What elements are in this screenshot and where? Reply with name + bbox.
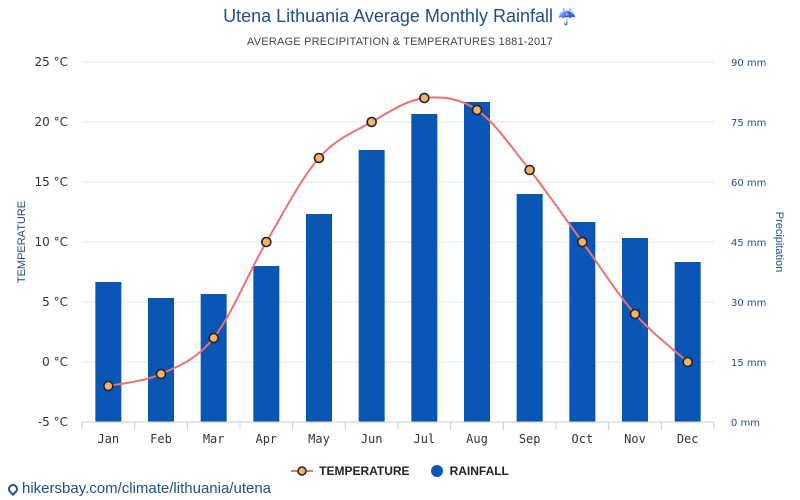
footer-link[interactable]: hikersbay.com/climate/lithuania/utena <box>5 480 272 497</box>
grid-lines <box>82 61 714 423</box>
temperature-point[interactable] <box>208 332 219 344</box>
x-tick-label: Dec <box>677 432 699 446</box>
rainfall-bar[interactable] <box>411 114 438 422</box>
y-axis-right-label: Precipitation <box>773 212 785 273</box>
y-tick-label-right: 15 mm <box>731 358 766 369</box>
y-axis-left: -5 °C 0 °C 5 °C 10 °C 15 °C 20 °C 25 °C <box>35 55 68 429</box>
temperature-point[interactable] <box>419 92 430 104</box>
legend-item-temperature[interactable]: TEMPERATURE <box>291 464 410 478</box>
rainfall-bar[interactable] <box>674 262 701 422</box>
rainfall-bars <box>95 102 701 422</box>
rainfall-legend-icon <box>430 465 443 477</box>
y-tick-label-right: 45 mm <box>731 238 766 249</box>
y-tick-label-right: 75 mm <box>731 118 766 129</box>
x-tick-label: May <box>308 432 330 446</box>
y-tick-label-left: 20 °C <box>35 115 68 129</box>
legend-rainfall-label: RAINFALL <box>449 464 509 478</box>
rainfall-bar[interactable] <box>253 266 280 422</box>
temperature-point[interactable] <box>155 368 167 380</box>
y-tick-label-right: 30 mm <box>731 298 766 309</box>
x-tick-label: Aug <box>466 432 488 446</box>
temperature-legend-icon <box>291 466 314 476</box>
y-tick-label-left: 25 °C <box>35 55 68 69</box>
x-tick-label: Feb <box>150 432 172 446</box>
x-tick-label: Sep <box>519 432 541 446</box>
y-axis-right: 0 mm 15 mm 30 mm 45 mm 60 mm 75 mm 90 mm <box>731 58 766 429</box>
x-tick-label: Nov <box>624 432 646 446</box>
rainfall-bar[interactable] <box>622 238 648 422</box>
rainfall-bar[interactable] <box>95 282 122 422</box>
rainfall-bar[interactable] <box>358 150 385 422</box>
rainfall-bar[interactable] <box>148 298 174 422</box>
rainfall-bar[interactable] <box>306 214 332 422</box>
temperature-point[interactable] <box>366 116 377 128</box>
temperature-point[interactable] <box>261 236 272 248</box>
temperature-point[interactable] <box>103 380 114 392</box>
legend-item-rainfall[interactable]: RAINFALL <box>430 464 509 478</box>
rainfall-bar[interactable] <box>464 102 490 422</box>
rainfall-bar[interactable] <box>516 194 543 422</box>
x-axis: Jan Feb Mar Apr May Jun Jul Aug Sep Oct Nov Dec <box>81 421 715 446</box>
temperature-point[interactable] <box>629 308 641 320</box>
y-tick-label-left: -5 °C <box>38 415 68 429</box>
rainfall-bar[interactable] <box>569 222 596 422</box>
location-pin-icon <box>5 481 21 496</box>
x-tick-label: Jun <box>361 432 383 446</box>
legend-temperature-label: TEMPERATURE <box>319 464 410 478</box>
temperature-point[interactable] <box>471 104 483 116</box>
x-tick-label: Jul <box>413 432 435 446</box>
x-tick-label: Mar <box>203 432 225 446</box>
y-tick-label-left: 0 °C <box>42 355 68 369</box>
y-tick-label-left: 10 °C <box>35 235 68 249</box>
x-tick-label: Oct <box>571 432 593 446</box>
temperature-points <box>103 92 693 392</box>
chart-title: Utena Lithuania Average Monthly Rainfall… <box>0 6 800 27</box>
y-tick-label-right: 90 mm <box>731 58 766 69</box>
y-tick-label-left: 15 °C <box>35 175 68 189</box>
temperature-point[interactable] <box>682 356 693 368</box>
rainfall-bar[interactable] <box>200 294 227 422</box>
x-tick-label: Jan <box>97 432 119 446</box>
chart-legend: TEMPERATURE RAINFALL <box>0 464 800 478</box>
footer-link-text: hikersbay.com/climate/lithuania/utena <box>22 480 272 497</box>
temperature-point[interactable] <box>577 236 588 248</box>
y-tick-label-right: 60 mm <box>731 178 766 189</box>
y-tick-label-left: 5 °C <box>42 295 68 309</box>
x-tick-label: Apr <box>255 432 277 446</box>
umbrella-icon: ☔ <box>556 9 577 26</box>
chart-subtitle: AVERAGE PRECIPITATION & TEMPERATURES 188… <box>247 36 553 48</box>
chart-title-text: Utena Lithuania Average Monthly Rainfall <box>223 6 553 26</box>
y-axis-left-label: TEMPERATURE <box>16 201 28 283</box>
temperature-point[interactable] <box>313 152 325 164</box>
temperature-point[interactable] <box>524 164 535 176</box>
y-tick-label-right: 0 mm <box>731 418 760 429</box>
